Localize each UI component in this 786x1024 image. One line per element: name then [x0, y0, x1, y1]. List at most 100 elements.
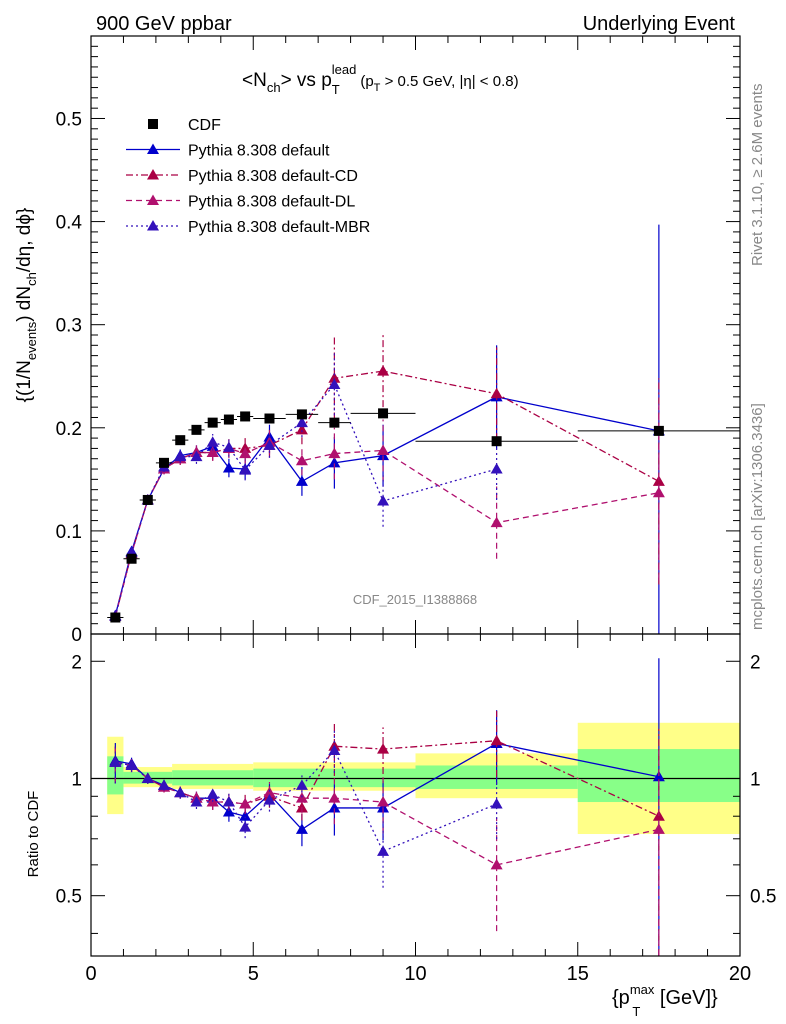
series-marker	[222, 462, 235, 473]
legend-label: Pythia 8.308 default-DL	[188, 194, 355, 211]
ratio-marker	[174, 786, 187, 798]
ratio-marker	[377, 796, 390, 807]
ratio-marker	[158, 779, 171, 790]
uncertainty-band-green	[172, 770, 254, 786]
ratio-tick-label: 2	[71, 652, 82, 673]
data-point	[264, 413, 275, 424]
data-point	[207, 417, 218, 428]
legend-marker-data	[148, 119, 158, 129]
data-point	[653, 425, 664, 436]
ratio-y-axis-label: Ratio to CDF	[25, 791, 42, 878]
header-right: Underlying Event	[583, 13, 736, 35]
ratio-marker	[222, 806, 235, 817]
legend-marker	[147, 220, 159, 231]
data-point	[296, 409, 307, 420]
legend: CDF Pythia 8.308 default Pythia 8.308 defa…	[126, 117, 370, 236]
series-line-3	[114, 383, 497, 617]
data-point	[126, 553, 137, 564]
legend-marker	[147, 194, 159, 205]
series-marker	[652, 486, 665, 498]
series-line-1	[114, 370, 660, 617]
ratio-marker	[377, 801, 390, 813]
ratio-marker	[295, 823, 308, 834]
series-line-2	[114, 441, 659, 617]
ratio-marker	[295, 779, 308, 790]
y-tick-label: 0	[71, 625, 82, 646]
ratio-marker	[652, 770, 665, 782]
ratio-marker	[239, 797, 252, 809]
x-tick-label: 20	[729, 963, 751, 985]
series-marker	[222, 441, 235, 452]
ratio-marker	[239, 810, 252, 821]
series-marker	[295, 423, 308, 435]
analysis-watermark: CDF_2015_I1388868	[353, 592, 477, 607]
series-marker	[206, 446, 219, 458]
series-marker	[377, 365, 390, 376]
series-marker	[263, 439, 276, 450]
data-point	[142, 494, 153, 505]
data-point	[110, 612, 121, 623]
series-marker	[328, 378, 341, 389]
data-point	[223, 414, 234, 425]
ratio-marker	[490, 858, 503, 870]
ratio-marker	[190, 796, 203, 807]
legend-label: Pythia 8.308 default-CD	[188, 168, 358, 185]
x-tick-label: 5	[248, 963, 259, 985]
series-marker	[295, 475, 308, 486]
ratio-tick-label-right: 0.5	[750, 887, 776, 908]
data-point	[329, 417, 340, 428]
ratio-marker	[263, 794, 276, 805]
series-marker	[377, 444, 390, 455]
ratio-marker	[377, 743, 390, 754]
ratio-marker	[328, 801, 341, 813]
legend-label: Pythia 8.308 default-MBR	[188, 219, 370, 236]
main-panel: 0 0.1 0.2 0.3 0.4 0.5	[56, 35, 741, 646]
ratio-marker	[206, 788, 219, 799]
legend-marker	[147, 143, 159, 154]
ratio-marker	[109, 756, 122, 767]
data-point	[159, 457, 170, 468]
y-tick-label: 0.5	[56, 109, 82, 130]
series-marker	[190, 450, 203, 462]
series-marker	[239, 464, 252, 475]
ratio-marker	[490, 797, 503, 809]
ratio-marker	[490, 734, 503, 746]
ratio-tick-label-right: 2	[750, 652, 761, 673]
series-marker	[328, 456, 341, 468]
header-left: 900 GeV ppbar	[96, 13, 232, 35]
ratio-marker	[295, 792, 308, 803]
legend-label: Pythia 8.308 default	[188, 143, 330, 160]
series-marker	[295, 454, 308, 466]
ratio-marker	[328, 744, 341, 755]
ratio-marker	[328, 792, 341, 803]
legend-marker	[147, 169, 159, 180]
rivet-label: Rivet 3.1.10, ≥ 2.6M events	[749, 84, 766, 267]
ratio-marker	[222, 796, 235, 807]
legend-label-data: CDF	[188, 117, 221, 134]
ratio-tick-label-right: 1	[750, 769, 761, 790]
ratio-marker	[141, 772, 154, 783]
ratio-marker	[652, 823, 665, 834]
series-marker	[295, 416, 308, 428]
series-marker	[490, 387, 503, 399]
series-marker	[174, 450, 187, 462]
data-point	[491, 436, 502, 447]
mcplots-label: mcplots.cern.ch [arXiv:1306.3436]	[749, 403, 766, 630]
ratio-tick-label: 0.5	[56, 887, 82, 908]
x-axis-label: {pmax T [GeV]}	[612, 982, 718, 1019]
series-marker	[490, 516, 503, 528]
series-marker	[490, 463, 503, 474]
y-axis-label: {(1/Nevents) dNch/dη, dϕ}	[14, 208, 39, 403]
x-tick-label: 0	[85, 963, 96, 985]
series-marker	[206, 436, 219, 447]
y-tick-label: 0.4	[56, 213, 83, 234]
ratio-marker	[263, 786, 276, 798]
ratio-marker	[239, 821, 252, 832]
x-tick-label: 15	[567, 963, 589, 985]
series-marker	[328, 372, 341, 383]
series-marker	[652, 475, 665, 486]
data-point	[175, 435, 186, 446]
x-tick-label: 10	[404, 963, 426, 985]
series-marker	[377, 494, 390, 506]
